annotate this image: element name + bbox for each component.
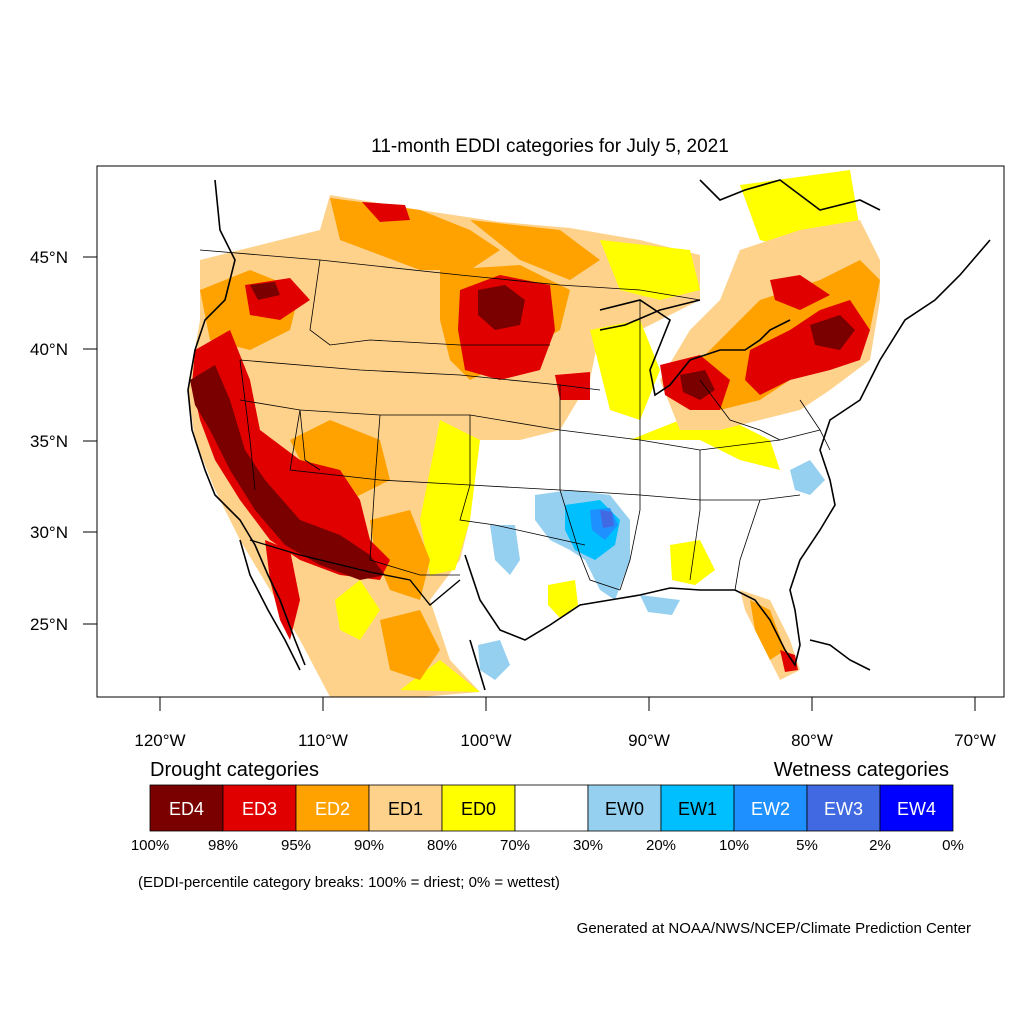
mexico-border	[249, 539, 461, 606]
wetness-categories-title: Wetness categories	[774, 759, 949, 781]
legend-swatch	[368, 784, 443, 832]
legend-swatch-label: ED4	[169, 799, 204, 819]
legend-break-label: 5%	[796, 837, 818, 854]
legend-swatch-label: ED0	[461, 799, 496, 819]
legend-swatch-label: EW2	[751, 799, 790, 819]
lon-tick-label: 90°W	[628, 731, 670, 750]
legend: Drought categories Wetness categories ED…	[131, 759, 964, 891]
lon-tick-label: 80°W	[791, 731, 833, 750]
legend-color-bar: ED4 ED3 ED2 ED1 ED0 EW0 EW1 EW2 EW3 EW4	[149, 784, 954, 832]
legend-break-label: 70%	[500, 837, 530, 854]
legend-break-label: 30%	[573, 837, 603, 854]
legend-swatch-label: ED2	[315, 799, 350, 819]
lon-tick-label: 110°W	[298, 731, 348, 750]
lat-tick-label: 40°N	[30, 340, 68, 359]
legend-swatch	[514, 784, 589, 832]
state-borders	[199, 249, 831, 591]
legend-break-label: 0%	[942, 837, 964, 854]
legend-swatch-label: EW0	[605, 799, 644, 819]
legend-break-label: 90%	[354, 837, 384, 854]
lat-tick-label: 25°N	[30, 615, 68, 634]
credit-line: Generated at NOAA/NWS/NCEP/Climate Predi…	[577, 920, 971, 937]
map-title: 11-month EDDI categories for July 5, 202…	[371, 136, 729, 157]
map-frame	[96, 165, 1005, 698]
legend-swatch-label: ED1	[388, 799, 423, 819]
legend-swatch-label: EW4	[897, 799, 936, 819]
legend-note: (EDDI-percentile category breaks: 100% =…	[138, 874, 560, 891]
legend-swatch	[149, 784, 224, 832]
lat-tick-label: 30°N	[30, 523, 68, 542]
legend-break-label: 80%	[427, 837, 457, 854]
coastlines	[187, 179, 991, 691]
legend-swatch	[441, 784, 516, 832]
map-plot-area	[97, 166, 1004, 697]
lon-tick-label: 70°W	[954, 731, 996, 750]
legend-break-label: 100%	[131, 837, 169, 854]
latitude-axis: 45°N 40°N 35°N 30°N 25°N	[30, 248, 97, 634]
drought-categories-title: Drought categories	[150, 759, 319, 781]
legend-break-label: 20%	[646, 837, 676, 854]
longitude-axis: 120°W 110°W 100°W 90°W 80°W 70°W	[134, 697, 996, 750]
legend-break-label: 2%	[869, 837, 891, 854]
legend-break-label: 98%	[208, 837, 238, 854]
legend-swatch	[295, 784, 370, 832]
legend-swatch	[879, 784, 954, 832]
lat-tick-label: 45°N	[30, 248, 68, 267]
legend-swatch-label: ED3	[242, 799, 277, 819]
legend-break-labels: 100% 98% 95% 90% 80% 70% 30% 20% 10% 5% 2% 0%	[131, 837, 964, 854]
lon-tick-label: 100°W	[460, 731, 511, 750]
lat-tick-label: 35°N	[30, 432, 68, 451]
legend-swatch-label: EW3	[824, 799, 863, 819]
legend-swatch-label: EW1	[678, 799, 717, 819]
lon-tick-label: 120°W	[134, 731, 185, 750]
legend-break-label: 10%	[719, 837, 749, 854]
legend-break-label: 95%	[281, 837, 311, 854]
drought-field	[188, 170, 880, 697]
legend-swatch	[660, 784, 735, 832]
